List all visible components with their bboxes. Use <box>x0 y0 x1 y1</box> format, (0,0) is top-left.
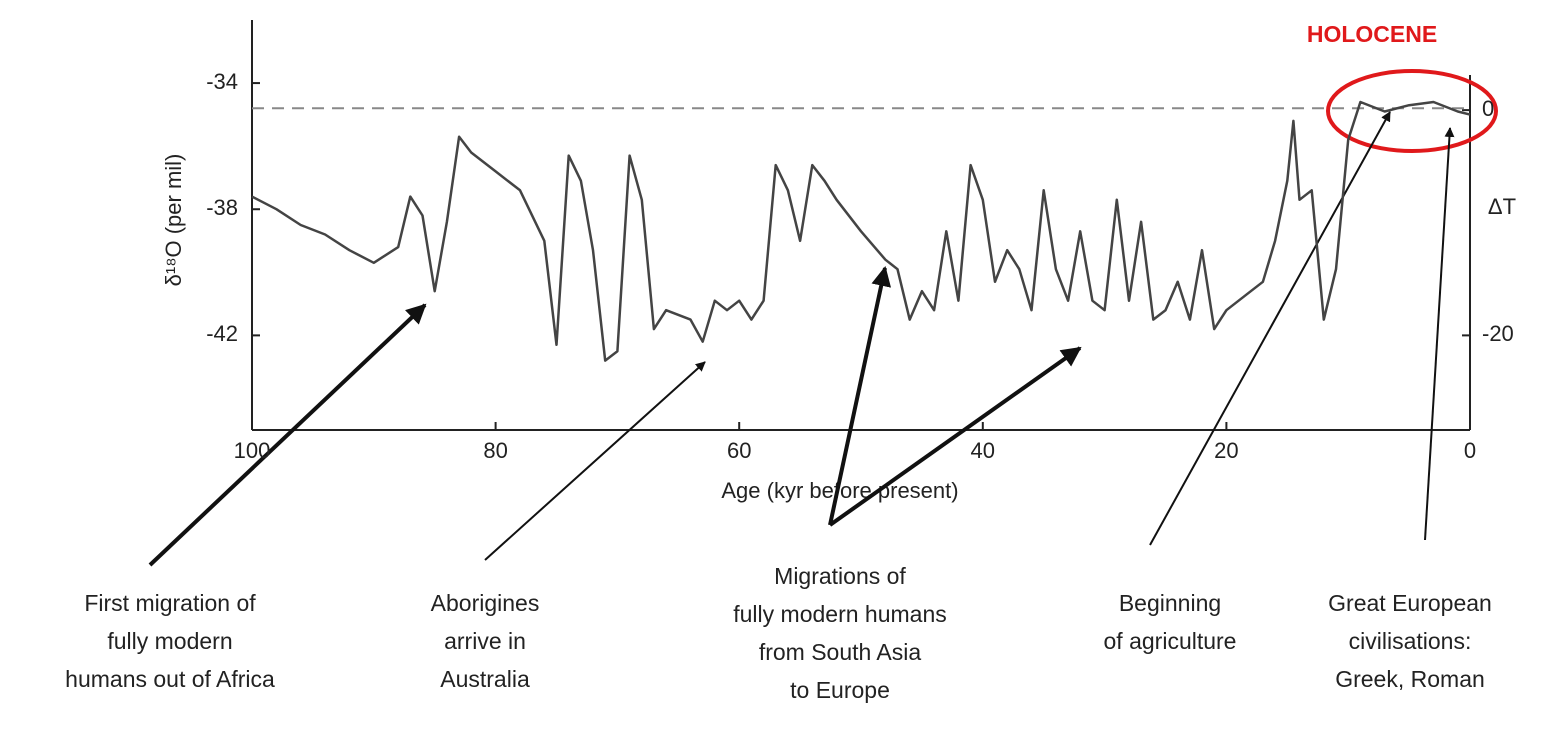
x-tick-label: 100 <box>234 438 271 463</box>
y-tick-label: -42 <box>206 321 238 346</box>
annotation: Aborigines <box>431 590 540 616</box>
y2-tick-label: 0 <box>1482 96 1494 121</box>
y-tick-label: -34 <box>206 69 238 94</box>
annotation: fully modern <box>107 628 232 654</box>
annotation: Greek, Roman <box>1335 666 1485 692</box>
annotation: Beginning <box>1119 590 1221 616</box>
arrow <box>1149 111 1391 546</box>
annotation: Migrations of <box>774 563 906 589</box>
holocene-label: HOLOCENE <box>1307 21 1437 47</box>
holocene-ellipse <box>1326 69 1498 153</box>
y-axis-title: δ¹⁸O (per mil) <box>161 154 186 287</box>
annotation: of agriculture <box>1104 628 1237 654</box>
arrow <box>484 361 706 561</box>
annotation: from South Asia <box>759 639 922 665</box>
x-tick-label: 20 <box>1214 438 1238 463</box>
annotation: humans out of Africa <box>65 666 275 692</box>
x-tick-label: 40 <box>971 438 995 463</box>
annotation: arrive in <box>444 628 526 654</box>
annotation: fully modern humans <box>733 601 947 627</box>
y2-axis-title: ΔT <box>1488 194 1516 219</box>
annotation: Great European <box>1328 590 1492 616</box>
y-tick-label: -38 <box>206 195 238 220</box>
y2-tick-label: -20 <box>1482 321 1514 346</box>
arrow <box>828 346 1082 527</box>
data-line <box>251 100 1471 362</box>
annotation: First migration of <box>84 590 256 616</box>
annotation: civilisations: <box>1349 628 1472 654</box>
arrow <box>148 303 427 567</box>
x-tick-label: 60 <box>727 438 751 463</box>
arrows <box>148 111 1455 567</box>
axes <box>251 20 1471 431</box>
arrow <box>828 266 892 526</box>
arrow <box>1424 127 1455 541</box>
annotation: Australia <box>440 666 530 692</box>
x-tick-label: 80 <box>483 438 507 463</box>
x-tick-label: 0 <box>1464 438 1476 463</box>
annotation: to Europe <box>790 677 890 703</box>
